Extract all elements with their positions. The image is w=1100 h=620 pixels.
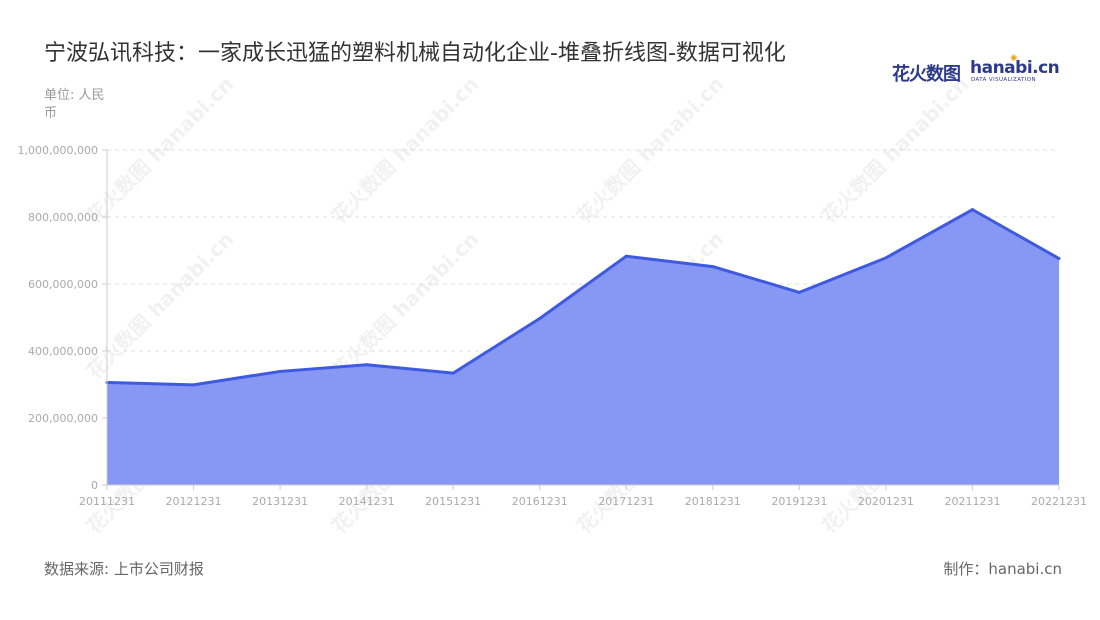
maker-label: 制作：hanabi.cn [943,560,1062,578]
x-tick-label: 20211231 [944,495,1000,508]
data-source-label: 数据来源: 上市公司财报 [44,560,204,578]
y-axis-ticks: 0 200,000,000 400,000,000 600,000,000 800,00… [18,144,107,492]
data-point[interactable] [451,371,455,375]
data-point[interactable] [278,369,282,373]
x-tick-label: 20161231 [512,495,568,508]
x-tick-label: 20201231 [858,495,914,508]
spark-icon: ✺ [1010,54,1018,64]
x-tick-label: 20141231 [339,495,395,508]
logo-cn-text: 花火数图 [892,64,961,85]
data-point[interactable] [1057,257,1061,261]
x-tick-label: 20181231 [685,495,741,508]
data-point[interactable] [884,256,888,260]
unit-label: 单位: 人民币 [44,88,105,121]
series-line [106,208,1060,387]
data-point[interactable] [365,363,369,367]
axes [106,150,1059,486]
x-tick-label: 20111231 [79,495,135,508]
data-point[interactable] [797,290,801,294]
data-point[interactable] [538,317,542,321]
series-area [107,209,1059,485]
y-tick-label: 200,000,000 [28,412,98,425]
logo-en-text: hanabi.cn [970,58,1060,78]
watermark-text: 花火数图 hanabi.cn [82,227,238,383]
logo-sub-text: DATA VISUALIZATION [971,77,1036,83]
x-tick-label: 20131231 [252,495,308,508]
data-point[interactable] [624,254,628,258]
x-tick-label: 20221231 [1031,495,1087,508]
y-tick-label: 1,000,000,000 [18,144,98,157]
y-tick-label: 400,000,000 [28,345,98,358]
x-tick-label: 20171231 [598,495,654,508]
y-tick-label: 600,000,000 [28,278,98,291]
watermark-text: 花火数图 hanabi.cn [327,227,483,383]
area-layer [105,208,1061,485]
y-tick-label: 0 [91,479,98,492]
x-tick-label: 20151231 [425,495,481,508]
x-axis-ticks: 20111231 20121231 20131231 20141231 20151231… [79,485,1087,508]
data-point[interactable] [192,383,196,387]
y-tick-label: 800,000,000 [28,211,98,224]
brand-logo[interactable]: 花火数图 hanabi.cn DATA VISUALIZATION ✺ [892,54,1060,88]
chart-title: 宁波弘讯科技：一家成长迅猛的塑料机械自动化企业-堆叠折线图-数据可视化 [44,41,786,66]
data-point[interactable] [711,265,715,269]
x-tick-label: 20191231 [771,495,827,508]
x-tick-label: 20121231 [166,495,222,508]
data-point[interactable] [970,208,974,212]
